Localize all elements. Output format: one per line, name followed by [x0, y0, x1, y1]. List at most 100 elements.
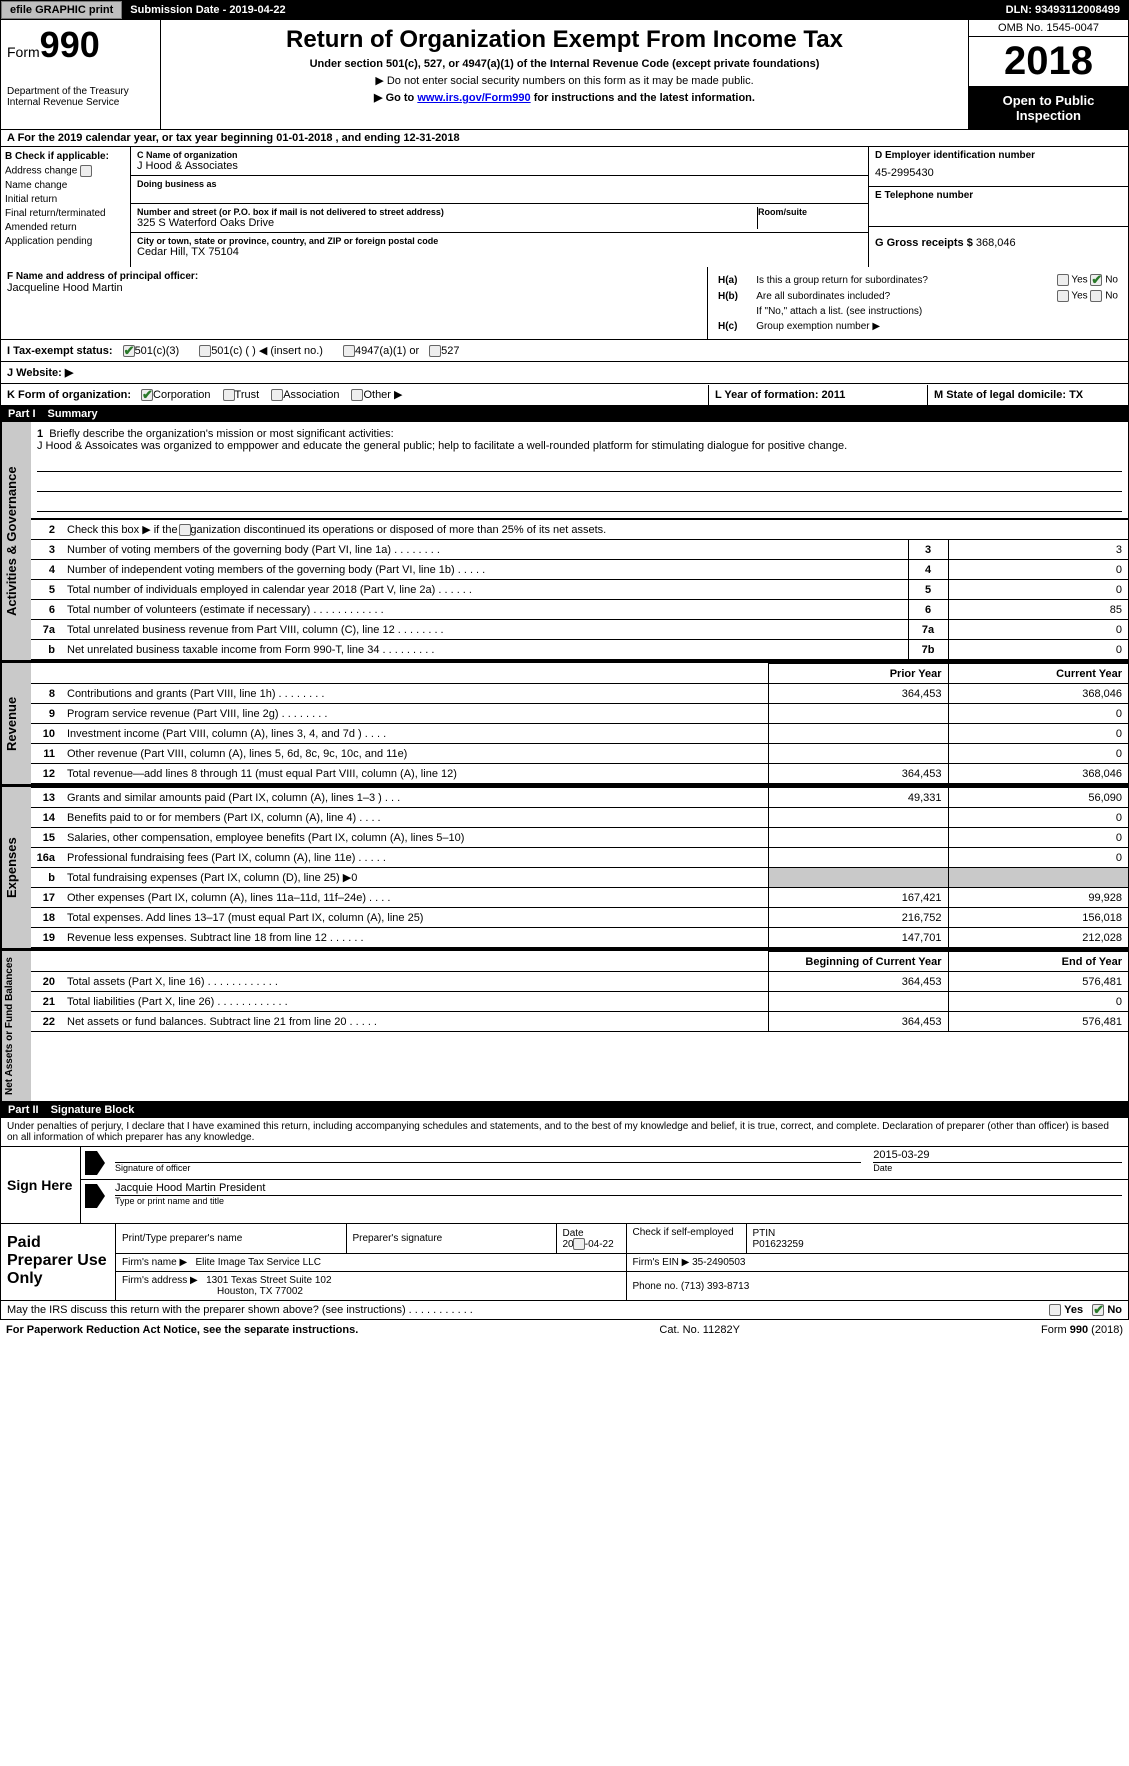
preparer-table: Print/Type preparer's name Preparer's si…: [116, 1224, 1128, 1300]
line-desc: Total number of volunteers (estimate if …: [61, 600, 908, 620]
mission-label: Briefly describe the organization's miss…: [49, 428, 393, 440]
line-desc: Revenue less expenses. Subtract line 18 …: [61, 928, 768, 948]
opt-501c: 501(c) ( ) ◀ (insert no.): [211, 344, 323, 357]
prior-year-value: 364,453: [768, 972, 948, 992]
state-domicile: M State of legal domicile: TX: [928, 385, 1128, 405]
prior-year-value: 364,453: [768, 764, 948, 784]
hdr-begin-year: Beginning of Current Year: [768, 952, 948, 972]
checkbox-icon[interactable]: [199, 345, 211, 357]
prior-year-value: 147,701: [768, 928, 948, 948]
line-box: 4: [908, 560, 948, 580]
checkbox-icon[interactable]: [351, 389, 363, 401]
part-1-title: Summary: [48, 408, 98, 420]
org-name: J Hood & Associates: [137, 160, 862, 172]
side-expenses: Expenses: [1, 787, 31, 948]
officer-label: F Name and address of principal officer:: [7, 271, 701, 282]
hb-text: Are all subordinates included?: [754, 289, 1019, 303]
top-bar: efile GRAPHIC print Submission Date - 20…: [0, 0, 1129, 20]
checkbox-icon[interactable]: [573, 1238, 585, 1250]
line-value: 0: [948, 560, 1128, 580]
form-number: Form990: [7, 24, 154, 66]
line-num: 11: [31, 744, 61, 764]
row-i-tax-status: I Tax-exempt status: 501(c)(3) 501(c) ( …: [0, 340, 1129, 362]
line-num: 16a: [31, 848, 61, 868]
checkbox-icon[interactable]: [1057, 274, 1069, 286]
row-fgh: F Name and address of principal officer:…: [0, 267, 1129, 340]
revenue-block: Revenue Prior YearCurrent Year 8Contribu…: [0, 661, 1129, 785]
current-year-value: 0: [948, 828, 1128, 848]
checkbox-icon[interactable]: [179, 524, 191, 536]
form-990: 990: [40, 24, 100, 65]
current-year-value: 576,481: [948, 972, 1128, 992]
checkbox-checked-icon[interactable]: [123, 345, 135, 357]
tax-year-begin: 01-01-2018: [276, 132, 332, 144]
mission-block: 1 Briefly describe the organization's mi…: [31, 422, 1128, 519]
ein-value: 45-2995430: [875, 167, 1122, 179]
prior-year-value: [768, 808, 948, 828]
col-b-checkboxes: B Check if applicable: Address change Na…: [1, 147, 131, 267]
checkbox-icon[interactable]: [1090, 290, 1102, 302]
efile-print-button[interactable]: efile GRAPHIC print: [1, 1, 122, 19]
line-desc: Professional fundraising fees (Part IX, …: [61, 848, 768, 868]
line-num: 18: [31, 908, 61, 928]
line-box: 7a: [908, 620, 948, 640]
current-year-value: 0: [948, 744, 1128, 764]
checkbox-icon[interactable]: [343, 345, 355, 357]
page-footer: For Paperwork Reduction Act Notice, see …: [0, 1320, 1129, 1340]
current-year-value: 0: [948, 808, 1128, 828]
no-label: No: [1105, 291, 1118, 302]
line-desc: Salaries, other compensation, employee b…: [61, 828, 768, 848]
tax-status-label: I Tax-exempt status:: [7, 345, 113, 357]
firm-ein-row: Firm's EIN ▶ 35-2490503: [626, 1254, 1128, 1272]
row-lm: L Year of formation: 2011 M State of leg…: [708, 385, 1128, 405]
signature-label: Signature of officer: [115, 1163, 861, 1173]
prior-year-value: 364,453: [768, 684, 948, 704]
checkbox-icon[interactable]: [1057, 290, 1069, 302]
current-year-value: [948, 868, 1128, 888]
cb-lbl: Name change: [5, 180, 67, 191]
line-2-desc: Check this box ▶ if the organization dis…: [61, 520, 1128, 540]
prior-year-value: [768, 848, 948, 868]
yes-label: Yes: [1071, 275, 1087, 286]
no-label: No: [1107, 1304, 1122, 1316]
checkbox-icon[interactable]: [429, 345, 441, 357]
paperwork-notice: For Paperwork Reduction Act Notice, see …: [6, 1324, 358, 1336]
subtitle-section: Under section 501(c), 527, or 4947(a)(1)…: [167, 58, 962, 70]
irs-link[interactable]: www.irs.gov/Form990: [417, 92, 530, 104]
ha-text: Is this a group return for subordinates?: [754, 273, 1019, 287]
addr-value: 325 S Waterford Oaks Drive: [137, 217, 751, 229]
checkbox-icon[interactable]: [1049, 1304, 1061, 1316]
tax-year-end: 12-31-2018: [403, 132, 459, 144]
preparer-block: Paid Preparer Use Only Print/Type prepar…: [0, 1224, 1129, 1301]
checkbox-checked-icon[interactable]: [1090, 274, 1102, 286]
mission-text: J Hood & Assoicates was organized to emp…: [37, 440, 847, 452]
prior-year-value: 216,752: [768, 908, 948, 928]
current-year-value: 368,046: [948, 764, 1128, 784]
opt-corp: Corporation: [153, 389, 210, 401]
subtitle-ssn: ▶ Do not enter social security numbers o…: [167, 74, 962, 87]
date-label: Date: [873, 1163, 1122, 1173]
line-num: 5: [31, 580, 61, 600]
line-box: 5: [908, 580, 948, 600]
line-desc: Number of voting members of the governin…: [61, 540, 908, 560]
prior-year-value: [768, 828, 948, 848]
checkbox-checked-icon[interactable]: [141, 389, 153, 401]
line-num: 21: [31, 992, 61, 1012]
checkbox-checked-icon[interactable]: [1092, 1304, 1104, 1316]
discuss-row: May the IRS discuss this return with the…: [0, 1301, 1129, 1320]
side-net-assets: Net Assets or Fund Balances: [1, 951, 31, 1101]
room-label: Room/suite: [758, 207, 862, 217]
checkbox-icon[interactable]: [80, 165, 92, 177]
line-desc: Total assets (Part X, line 16) . . . . .…: [61, 972, 768, 992]
line-num: 20: [31, 972, 61, 992]
prep-ptin: PTINP01623259: [746, 1224, 1128, 1254]
yes-label: Yes: [1064, 1304, 1083, 1316]
line-box: 7b: [908, 640, 948, 660]
phone-label: E Telephone number: [875, 190, 1122, 201]
line-desc: Total number of individuals employed in …: [61, 580, 908, 600]
checkbox-icon[interactable]: [271, 389, 283, 401]
checkbox-icon[interactable]: [223, 389, 235, 401]
line-num: 15: [31, 828, 61, 848]
line-desc: Total revenue—add lines 8 through 11 (mu…: [61, 764, 768, 784]
line-desc: Total expenses. Add lines 13–17 (must eq…: [61, 908, 768, 928]
